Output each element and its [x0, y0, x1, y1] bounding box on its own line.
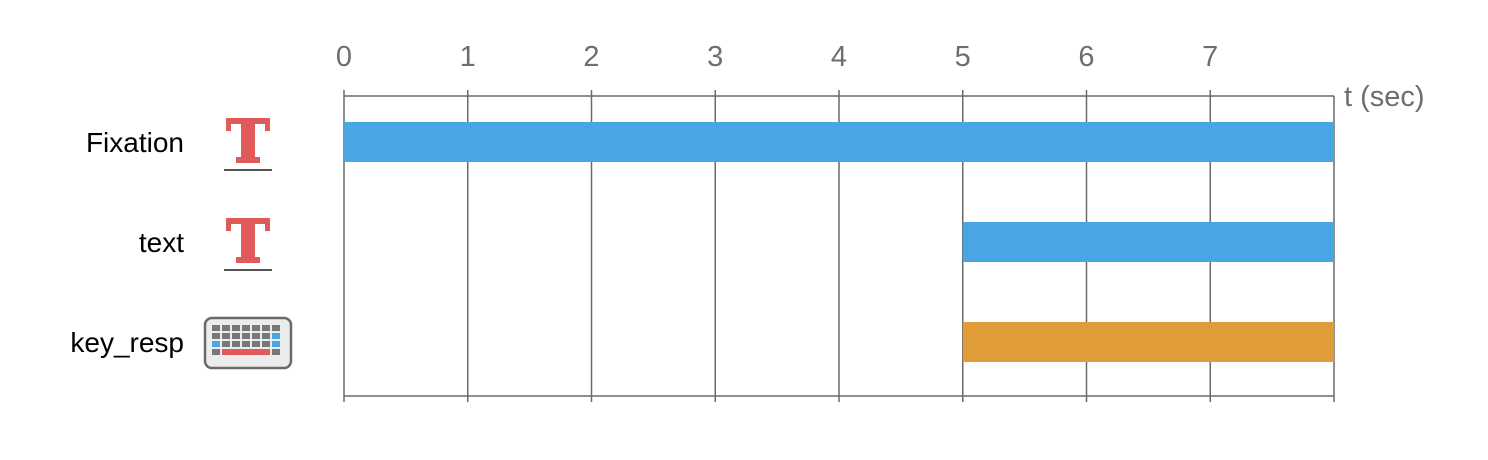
tick-label: 7 — [1202, 41, 1218, 73]
text-component-icon[interactable] — [224, 218, 272, 271]
component-bar[interactable] — [344, 122, 1334, 162]
time-axis-ticks: 0 1 2 3 4 5 6 7 — [336, 41, 1218, 73]
component-labels: Fixation text key_resp — [70, 127, 184, 358]
keyboard-icon[interactable] — [203, 316, 293, 370]
tick-label: 1 — [460, 41, 476, 73]
component-name[interactable]: key_resp — [70, 327, 184, 358]
component-bar[interactable] — [962, 222, 1334, 262]
component-name[interactable]: text — [139, 227, 184, 258]
tick-label: 2 — [583, 41, 599, 73]
text-component-icon[interactable] — [224, 118, 272, 171]
component-bars — [344, 122, 1334, 362]
component-icons — [203, 118, 293, 370]
tick-label: 5 — [955, 41, 971, 73]
tick-label: 0 — [336, 41, 352, 73]
tick-label: 6 — [1078, 41, 1094, 73]
component-name[interactable]: Fixation — [86, 127, 184, 158]
tick-label: 4 — [831, 41, 847, 73]
time-axis-unit-label: t (sec) — [1344, 81, 1425, 113]
tick-label: 3 — [707, 41, 723, 73]
component-bar[interactable] — [962, 322, 1334, 362]
